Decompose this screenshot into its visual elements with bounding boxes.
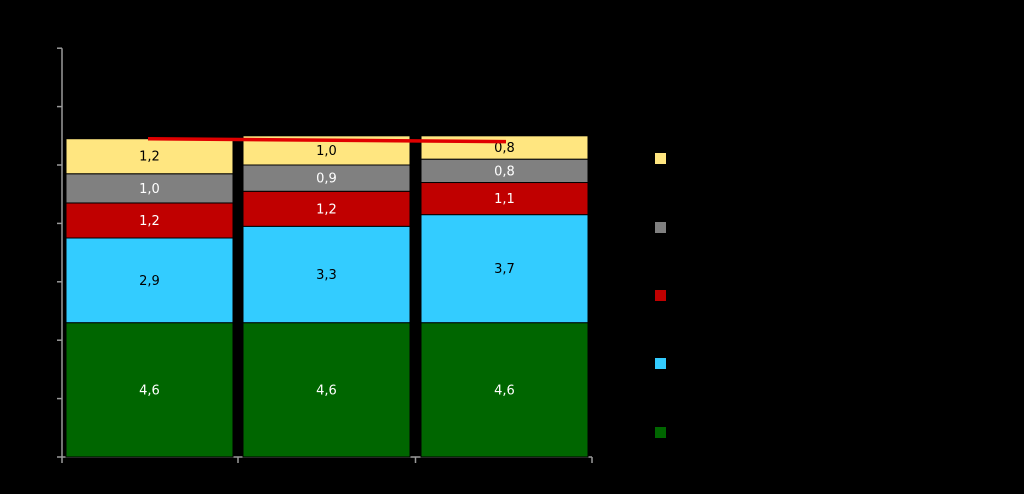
trend-line	[147, 136, 507, 144]
bar-s2-2	[420, 214, 589, 324]
bar-s3-2	[420, 182, 589, 216]
data-label-s4-1: 0,9	[316, 172, 337, 187]
bar-s1-0	[65, 322, 234, 458]
data-label-s2-2: 3,7	[494, 262, 515, 277]
legend	[655, 153, 666, 438]
legend-marker-s5	[655, 153, 666, 164]
data-label-s4-0: 1,0	[139, 182, 160, 197]
legend-marker-s4	[655, 222, 666, 233]
legend-marker-s1	[655, 427, 666, 438]
data-label-s3-2: 1,1	[494, 192, 515, 207]
bar-s4-1	[242, 164, 411, 192]
bar-s4-0	[65, 173, 234, 204]
data-label-s4-2: 0,8	[494, 164, 515, 179]
data-label-s3-0: 1,2	[139, 214, 160, 229]
bar-s3-0	[65, 202, 234, 239]
data-label-s2-1: 3,3	[316, 268, 337, 283]
legend-marker-s3	[655, 290, 666, 301]
data-label-s1-0: 4,6	[139, 383, 160, 398]
trend-line-layer	[147, 136, 507, 144]
data-label-s1-1: 4,6	[316, 383, 337, 398]
bar-s3-1	[242, 190, 411, 227]
data-label-s5-2: 0,8	[494, 141, 515, 156]
data-label-s3-1: 1,2	[316, 202, 337, 217]
bar-s2-1	[242, 225, 411, 324]
data-label-s1-2: 4,6	[494, 383, 515, 398]
data-label-s2-0: 2,9	[139, 274, 160, 289]
bar-s1-1	[242, 322, 411, 458]
bar-s1-2	[420, 322, 589, 458]
legend-marker-s2	[655, 358, 666, 369]
bars: 4,6 2,9 1,2 1,0 1,2 4,6 3,3 1,2 0,9 1,0 4,6 3,7 1,1 0…	[65, 135, 589, 458]
bar-s5-0	[65, 138, 234, 175]
bar-s2-0	[65, 237, 234, 324]
data-label-s5-0: 1,2	[139, 150, 160, 165]
data-label-s5-1: 1,0	[316, 144, 337, 159]
